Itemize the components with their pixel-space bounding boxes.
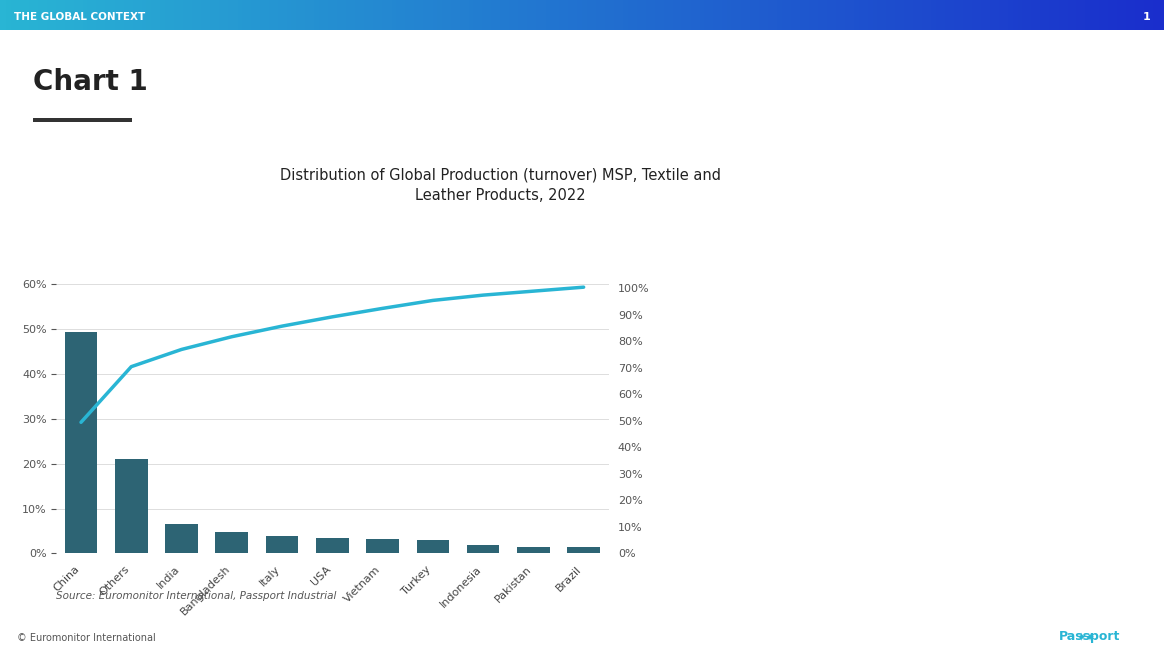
Bar xyxy=(517,547,549,553)
Text: THE GLOBAL CONTEXT: THE GLOBAL CONTEXT xyxy=(14,12,146,22)
Bar xyxy=(265,536,298,553)
Bar xyxy=(467,544,499,553)
Bar xyxy=(115,459,148,553)
Text: Distribution of Global Production (turnover) MSP, Textile and
Leather Products, : Distribution of Global Production (turno… xyxy=(281,167,721,203)
Text: 1: 1 xyxy=(1142,12,1150,22)
Text: ✦✦: ✦✦ xyxy=(1077,633,1095,643)
Text: Chart 1: Chart 1 xyxy=(33,68,148,96)
Text: Passport: Passport xyxy=(1058,630,1120,643)
Bar xyxy=(367,539,399,553)
Bar xyxy=(417,540,449,553)
Bar xyxy=(215,532,248,553)
Text: © Euromonitor International: © Euromonitor International xyxy=(17,633,156,643)
Text: Source: Euromonitor International, Passport Industrial: Source: Euromonitor International, Passp… xyxy=(56,591,336,601)
Bar xyxy=(165,524,198,553)
Bar xyxy=(65,331,98,553)
Bar xyxy=(315,538,349,553)
Bar xyxy=(567,547,599,553)
